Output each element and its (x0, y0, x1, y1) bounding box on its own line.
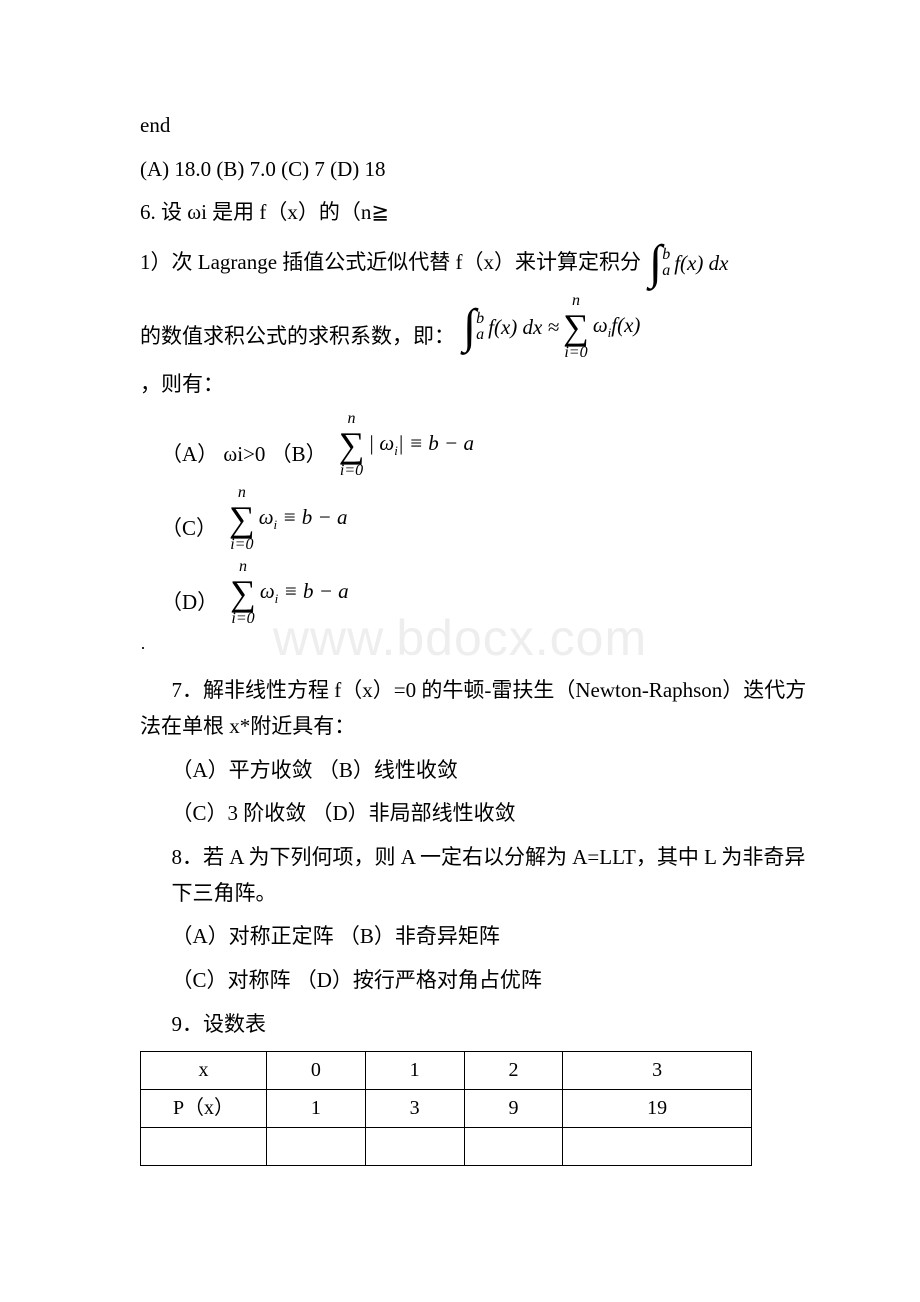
table-cell: 9 (464, 1089, 563, 1127)
table-row: P（x） 1 3 9 19 (141, 1089, 752, 1127)
approx-upper: b (476, 311, 484, 327)
table-row: x 0 1 2 3 (141, 1051, 752, 1089)
table-cell: P（x） (141, 1089, 267, 1127)
int1-body: f(x) dx (674, 252, 728, 275)
table-cell: x (141, 1051, 267, 1089)
q8-options-cd: （C）对称阵 （D）按行严格对角占优阵 (140, 963, 810, 999)
table-cell (563, 1127, 752, 1165)
q6-line-c: 的数值求积公式的求积系数，即： ∫ b a f(x) dx ≈ n ∑ i=0 … (140, 293, 810, 361)
q6-line-d: ，则有： (140, 367, 810, 403)
q6-option-d-formula: n ∑ i=0 ωi ≡ b − a (218, 559, 356, 627)
table-cell: 3 (365, 1089, 464, 1127)
table-cell (365, 1127, 464, 1165)
q6-option-ab-label: （A） ωi>0 （B） (161, 437, 327, 479)
q6-line-a: 6. 设 ωi 是用 f（x）的（n≧ (140, 195, 810, 231)
table-cell: 3 (563, 1051, 752, 1089)
q8-options-ab: （A）对称正定阵 （B）非奇异矩阵 (140, 919, 810, 955)
q6-line-b-text: 1）次 Lagrange 插值公式近似代替 f（x）来计算定积分 (140, 245, 641, 287)
int1-lower: a (662, 263, 670, 279)
table-cell: 1 (267, 1089, 366, 1127)
q6-option-ab: （A） ωi>0 （B） n ∑ i=0 | ωi| ≡ b − a (140, 411, 810, 479)
table-cell (141, 1127, 267, 1165)
q9-text: 9．设数表 (140, 1007, 810, 1043)
q5-answers: (A) 18.0 (B) 7.0 (C) 7 (D) 18 (140, 152, 810, 188)
table-cell: 1 (365, 1051, 464, 1089)
integral-1: ∫ b a f(x) dx (641, 239, 736, 287)
table-cell (464, 1127, 563, 1165)
approx-lower: a (476, 327, 484, 343)
table-cell: 19 (563, 1089, 752, 1127)
dot-line: · (140, 633, 810, 664)
document-content: end (A) 18.0 (B) 7.0 (C) 7 (D) 18 6. 设 ω… (140, 108, 810, 1166)
table-row (141, 1127, 752, 1165)
q7-text: 7．解非线性方程 f（x）=0 的牛顿-雷扶生（Newton-Raphson）迭… (140, 673, 810, 744)
q6-option-b-formula: n ∑ i=0 | ωi| ≡ b − a (327, 411, 482, 479)
approx-body: f(x) dx ≈ (488, 316, 559, 339)
q9-table: x 0 1 2 3 P（x） 1 3 9 19 (140, 1051, 752, 1166)
code-end-line: end (140, 108, 810, 144)
q6-option-c-formula: n ∑ i=0 ωi ≡ b − a (217, 485, 355, 553)
q8-text: 8．若 A 为下列何项，则 A 一定右以分解为 A=LLT，其中 L 为非奇异下… (140, 840, 810, 911)
sum-symbol: n ∑ i=0 (563, 293, 589, 361)
q6-line-b: 1）次 Lagrange 插值公式近似代替 f（x）来计算定积分 ∫ b a f… (140, 239, 810, 287)
q7-options-cd: （C）3 阶收敛 （D）非局部线性收敛 (140, 796, 810, 832)
sum-lower: i=0 (564, 345, 587, 361)
sum-term: ωif(x) (593, 314, 641, 340)
q6-line-c-text: 的数值求积公式的求积系数，即： (140, 319, 455, 361)
table-cell: 0 (267, 1051, 366, 1089)
table-cell: 2 (464, 1051, 563, 1089)
int1-upper: b (662, 247, 670, 263)
integral-approx: ∫ b a f(x) dx ≈ n ∑ i=0 ωif(x) (455, 293, 648, 361)
q6-option-c: （C） n ∑ i=0 ωi ≡ b − a (140, 485, 810, 553)
q6-option-d-label: （D） (161, 585, 218, 627)
table-cell (267, 1127, 366, 1165)
q7-options-ab: （A）平方收敛 （B）线性收敛 (140, 753, 810, 789)
q6-option-c-label: （C） (161, 511, 217, 553)
q6-option-d: （D） n ∑ i=0 ωi ≡ b − a (140, 559, 810, 627)
